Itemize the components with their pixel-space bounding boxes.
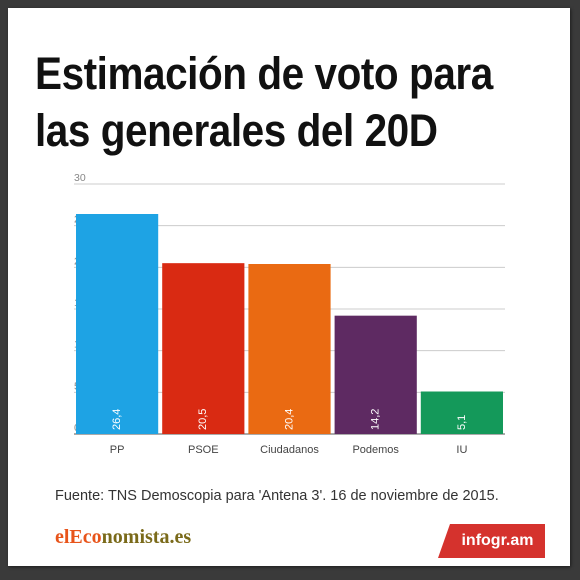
bar-value-label: 26,4 (111, 409, 123, 430)
bar (248, 264, 331, 434)
bar-chart: 05101520253026,4PP20,5PSOE20,4Ciudadanos… (74, 172, 505, 456)
bar-value-label: 20,5 (197, 409, 209, 430)
chart-title: Estimación de voto para las generales de… (35, 45, 503, 159)
x-tick-label: IU (456, 444, 467, 456)
infographic-card: Estimación de voto para las generales de… (8, 8, 570, 566)
title-line-1: Estimación de voto para (35, 48, 493, 99)
eleconomista-logo[interactable]: elEconomista.es (55, 526, 192, 548)
bar-value-label: 20,4 (283, 409, 295, 430)
bar-value-label: 14,2 (370, 409, 382, 430)
x-tick-label: Podemos (352, 444, 399, 456)
y-tick-label: 30 (74, 172, 86, 184)
title-line-2: las generales del 20D (35, 105, 438, 156)
x-tick-label: PSOE (188, 444, 219, 456)
bar-value-label: 5,1 (456, 415, 468, 430)
x-tick-label: PP (110, 444, 125, 456)
bar (334, 315, 417, 434)
infogram-badge[interactable]: infogr.am (438, 524, 545, 558)
source-note: Fuente: TNS Demoscopia para 'Antena 3'. … (55, 488, 499, 504)
bar (76, 214, 159, 434)
bar (162, 263, 245, 434)
bar (420, 391, 503, 434)
x-tick-label: Ciudadanos (260, 444, 319, 456)
